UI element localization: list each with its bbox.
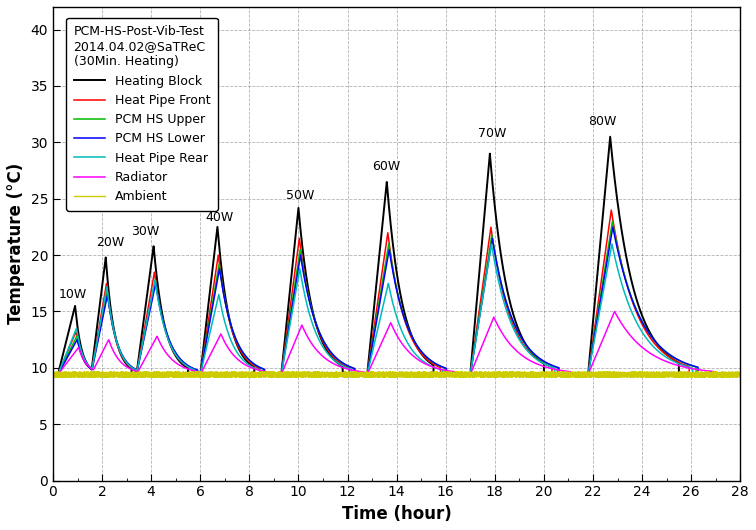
- Line: Heating Block: Heating Block: [53, 137, 740, 375]
- PCM HS Upper: [48, 372, 57, 378]
- PCM HS Lower: [83, 363, 92, 369]
- Heat Pipe Front: [558, 372, 567, 378]
- Heat Pipe Rear: [83, 361, 92, 367]
- Heat Pipe Rear: [297, 277, 306, 284]
- Line: Heat Pipe Front: Heat Pipe Front: [53, 210, 740, 375]
- Ambient: [455, 374, 464, 380]
- Line: PCM HS Lower: PCM HS Lower: [53, 227, 740, 375]
- Ambient: [485, 373, 494, 379]
- Radiator: [485, 324, 494, 331]
- Text: 80W: 80W: [588, 116, 616, 128]
- PCM HS Lower: [297, 260, 306, 267]
- PCM HS Upper: [736, 372, 745, 378]
- PCM HS Upper: [558, 372, 567, 378]
- Heating Block: [606, 134, 615, 140]
- Text: 10W: 10W: [59, 288, 88, 301]
- Ambient: [83, 372, 92, 378]
- Legend: Heating Block, Heat Pipe Front, PCM HS Upper, PCM HS Lower, Heat Pipe Rear, Radi: Heating Block, Heat Pipe Front, PCM HS U…: [66, 18, 218, 211]
- Heating Block: [48, 372, 57, 378]
- Heat Pipe Front: [485, 233, 494, 239]
- Heat Pipe Rear: [736, 372, 745, 378]
- PCM HS Upper: [595, 302, 604, 308]
- Line: Ambient: Ambient: [53, 372, 740, 377]
- Heat Pipe Rear: [485, 252, 494, 258]
- Text: 70W: 70W: [478, 127, 506, 139]
- Heat Pipe Front: [455, 372, 464, 378]
- Text: 30W: 30W: [132, 225, 160, 238]
- PCM HS Lower: [558, 372, 567, 378]
- X-axis label: Time (hour): Time (hour): [342, 505, 451, 523]
- Ambient: [558, 373, 567, 379]
- Heat Pipe Rear: [487, 241, 496, 247]
- Text: 60W: 60W: [372, 161, 401, 173]
- Radiator: [558, 367, 567, 374]
- Heating Block: [595, 252, 604, 258]
- Radiator: [48, 372, 57, 378]
- Heat Pipe Rear: [595, 310, 604, 316]
- Heating Block: [736, 372, 745, 378]
- PCM HS Upper: [608, 218, 617, 225]
- Heat Pipe Front: [736, 372, 745, 378]
- Heat Pipe Front: [48, 372, 57, 378]
- Ambient: [298, 374, 307, 381]
- Radiator: [83, 362, 92, 368]
- Heat Pipe Rear: [455, 372, 464, 378]
- PCM HS Lower: [595, 305, 604, 312]
- PCM HS Lower: [455, 372, 464, 378]
- Heat Pipe Front: [607, 207, 616, 213]
- Radiator: [736, 372, 745, 378]
- Radiator: [595, 345, 604, 351]
- PCM HS Upper: [485, 246, 494, 252]
- Line: Radiator: Radiator: [53, 312, 740, 375]
- Heating Block: [485, 153, 494, 160]
- Line: Heat Pipe Rear: Heat Pipe Rear: [53, 244, 740, 375]
- Heat Pipe Front: [595, 293, 604, 299]
- Heat Pipe Rear: [48, 372, 57, 378]
- Line: PCM HS Upper: PCM HS Upper: [53, 222, 740, 375]
- Y-axis label: Temperature (°C): Temperature (°C): [7, 163, 25, 324]
- Ambient: [736, 374, 745, 380]
- Radiator: [455, 372, 464, 378]
- Ambient: [297, 373, 306, 379]
- PCM HS Lower: [485, 251, 494, 258]
- Heating Block: [455, 372, 464, 378]
- Text: 50W: 50W: [287, 189, 314, 202]
- PCM HS Upper: [455, 372, 464, 378]
- Ambient: [595, 370, 604, 377]
- Heat Pipe Front: [297, 254, 306, 260]
- Ambient: [94, 369, 103, 375]
- Text: 20W: 20W: [96, 236, 124, 249]
- Radiator: [610, 308, 619, 315]
- PCM HS Lower: [736, 372, 745, 378]
- PCM HS Lower: [48, 372, 57, 378]
- Radiator: [297, 322, 306, 329]
- Heating Block: [83, 361, 92, 367]
- PCM HS Lower: [609, 224, 618, 230]
- Heating Block: [297, 238, 306, 245]
- PCM HS Upper: [297, 258, 306, 264]
- Text: 40W: 40W: [205, 211, 234, 224]
- PCM HS Upper: [83, 362, 92, 368]
- Heat Pipe Rear: [558, 372, 567, 378]
- Ambient: [48, 372, 57, 378]
- Heating Block: [558, 372, 567, 378]
- Heat Pipe Front: [83, 363, 92, 369]
